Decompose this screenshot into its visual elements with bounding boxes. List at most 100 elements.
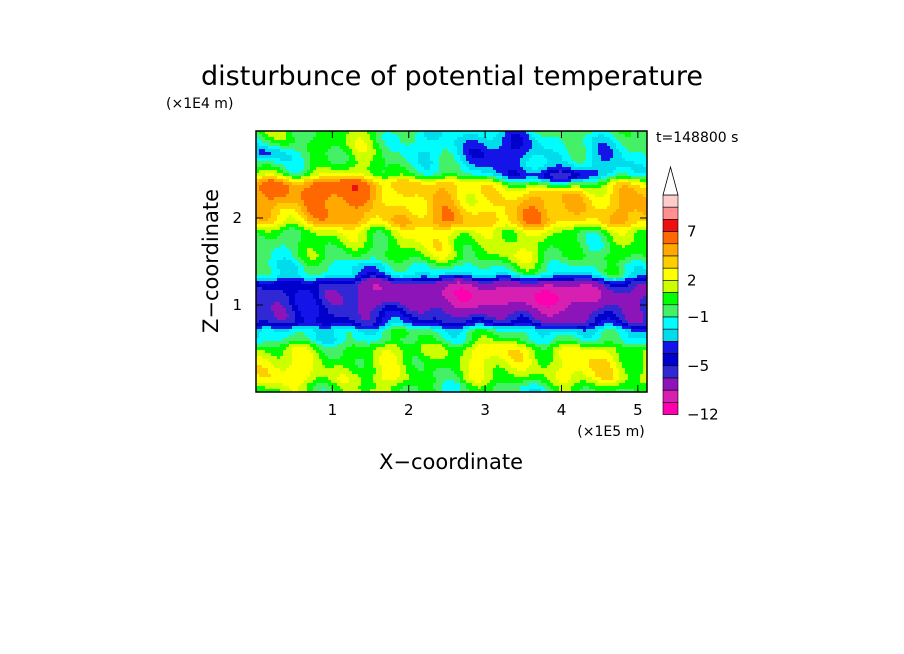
field-cell	[313, 218, 317, 222]
field-cell	[529, 158, 533, 162]
field-cell	[529, 221, 533, 225]
field-cell	[496, 218, 500, 222]
field-cell	[376, 227, 380, 231]
field-cell	[568, 134, 572, 138]
field-cell	[640, 212, 644, 216]
field-cell	[508, 131, 512, 135]
field-cell	[454, 143, 458, 147]
field-cell	[484, 224, 488, 228]
field-cell	[358, 224, 362, 228]
field-cell	[592, 194, 596, 198]
field-cell	[553, 164, 557, 168]
field-cell	[550, 215, 554, 219]
field-cell	[424, 206, 428, 210]
field-cell	[280, 185, 284, 189]
field-cell	[355, 224, 359, 228]
field-cell	[412, 185, 416, 189]
field-cell	[553, 185, 557, 189]
field-cell	[520, 182, 524, 186]
field-cell	[367, 155, 371, 159]
field-cell	[280, 191, 284, 195]
field-cell	[643, 143, 647, 147]
field-cell	[502, 224, 506, 228]
field-cell	[604, 242, 608, 246]
field-cell	[367, 185, 371, 189]
field-cell	[517, 167, 521, 171]
field-cell	[277, 221, 281, 225]
field-cell	[319, 218, 323, 222]
field-cell	[442, 146, 446, 150]
field-cell	[262, 221, 266, 225]
field-cell	[553, 131, 557, 135]
field-cell	[424, 185, 428, 189]
field-cell	[484, 200, 488, 204]
field-cell	[574, 242, 578, 246]
field-cell	[559, 194, 563, 198]
field-cell	[262, 191, 266, 195]
field-cell	[604, 233, 608, 237]
field-cell	[511, 194, 515, 198]
field-cell	[460, 239, 464, 243]
field-cell	[637, 236, 641, 240]
field-cell	[580, 179, 584, 183]
field-cell	[322, 134, 326, 138]
field-cell	[373, 146, 377, 150]
field-cell	[340, 176, 344, 180]
field-cell	[463, 131, 467, 135]
field-cell	[292, 137, 296, 141]
field-cell	[286, 200, 290, 204]
field-cell	[475, 140, 479, 144]
field-cell	[601, 227, 605, 231]
field-cell	[523, 200, 527, 204]
field-cell	[475, 194, 479, 198]
field-cell	[493, 131, 497, 135]
field-cell	[478, 164, 482, 168]
field-cell	[631, 143, 635, 147]
field-cell	[403, 143, 407, 147]
field-cell	[619, 218, 623, 222]
field-cell	[559, 167, 563, 171]
field-cell	[553, 218, 557, 222]
field-cell	[520, 188, 524, 192]
field-cell	[511, 131, 515, 135]
field-cell	[643, 140, 647, 144]
field-cell	[433, 170, 437, 174]
field-cell	[631, 206, 635, 210]
field-cell	[262, 131, 266, 135]
field-cell	[571, 155, 575, 159]
field-cell	[430, 173, 434, 177]
field-cell	[625, 203, 629, 207]
field-cell	[508, 209, 512, 213]
field-cell	[412, 239, 416, 243]
field-cell	[430, 146, 434, 150]
field-cell	[403, 149, 407, 153]
field-cell	[349, 131, 353, 135]
field-cell	[355, 173, 359, 177]
field-cell	[607, 200, 611, 204]
field-cell	[358, 149, 362, 153]
field-cell	[610, 179, 614, 183]
field-cell	[394, 173, 398, 177]
field-cell	[394, 149, 398, 153]
field-cell	[568, 224, 572, 228]
field-cell	[406, 194, 410, 198]
field-cell	[490, 209, 494, 213]
field-cell	[478, 170, 482, 174]
field-cell	[283, 233, 287, 237]
field-cell	[307, 191, 311, 195]
field-cell	[538, 149, 542, 153]
field-cell	[385, 218, 389, 222]
field-cell	[424, 197, 428, 201]
field-cell	[415, 170, 419, 174]
field-cell	[361, 167, 365, 171]
field-cell	[475, 215, 479, 219]
field-cell	[535, 152, 539, 156]
field-cell	[406, 176, 410, 180]
field-cell	[379, 134, 383, 138]
field-cell	[382, 179, 386, 183]
field-cell	[259, 179, 263, 183]
field-cell	[589, 149, 593, 153]
field-cell	[463, 185, 467, 189]
field-cell	[301, 152, 305, 156]
field-cell	[520, 221, 524, 225]
